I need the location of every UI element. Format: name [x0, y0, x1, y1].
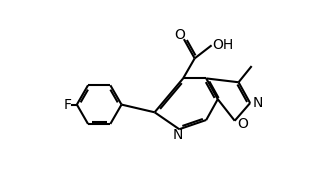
Text: O: O: [174, 28, 185, 41]
Text: N: N: [173, 128, 183, 142]
Text: O: O: [237, 117, 248, 131]
Text: F: F: [63, 98, 72, 112]
Text: N: N: [253, 96, 263, 110]
Text: OH: OH: [212, 38, 233, 52]
